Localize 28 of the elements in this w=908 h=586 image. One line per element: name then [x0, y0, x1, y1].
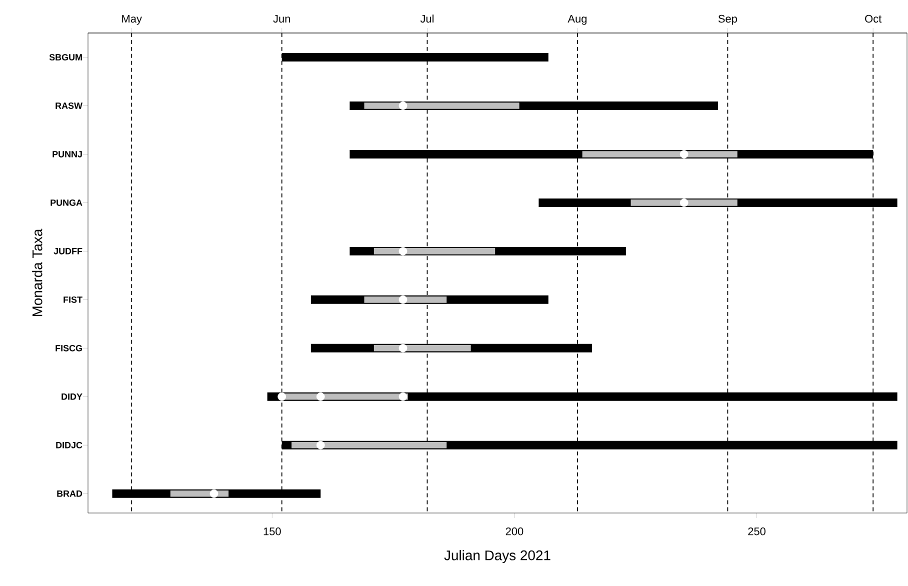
y-tick-label: DIDY	[62, 394, 82, 400]
y-tick-label: FIST	[64, 296, 82, 303]
x-axis-title: Julian Days 2021	[444, 550, 550, 564]
x2-tick-label: Aug	[568, 14, 587, 25]
y-tick-label: PUNGA	[50, 200, 82, 206]
bar	[374, 248, 496, 254]
bar	[364, 102, 520, 109]
bar	[292, 442, 447, 448]
bar	[582, 151, 738, 158]
x2-tick-label: Jul	[420, 14, 434, 23]
bar	[364, 296, 447, 303]
x2-tick-label: Oct	[865, 14, 882, 23]
y-tick-label: JUDFF	[54, 248, 82, 254]
bar	[374, 345, 471, 352]
y-tick-label: FISCG	[56, 344, 82, 352]
bar	[630, 200, 738, 206]
x2-tick-label: May	[122, 14, 142, 25]
y-tick-label: DIDJC	[56, 442, 82, 448]
x-tick-label: 150	[264, 527, 281, 536]
x2-tick-label: Jun	[273, 14, 290, 23]
x-tick-label: 200	[506, 527, 524, 536]
y-axis-title: Monarda Taxa	[32, 228, 42, 316]
x2-tick-label: Sep	[718, 14, 737, 25]
y-tick-label: RASW	[56, 102, 82, 109]
x-tick-label: 250	[748, 527, 766, 536]
y-tick-label: BRAD	[57, 490, 82, 497]
y-tick-label: SBGUM	[49, 54, 82, 60]
y-tick-label: PUNNJ	[52, 151, 82, 158]
